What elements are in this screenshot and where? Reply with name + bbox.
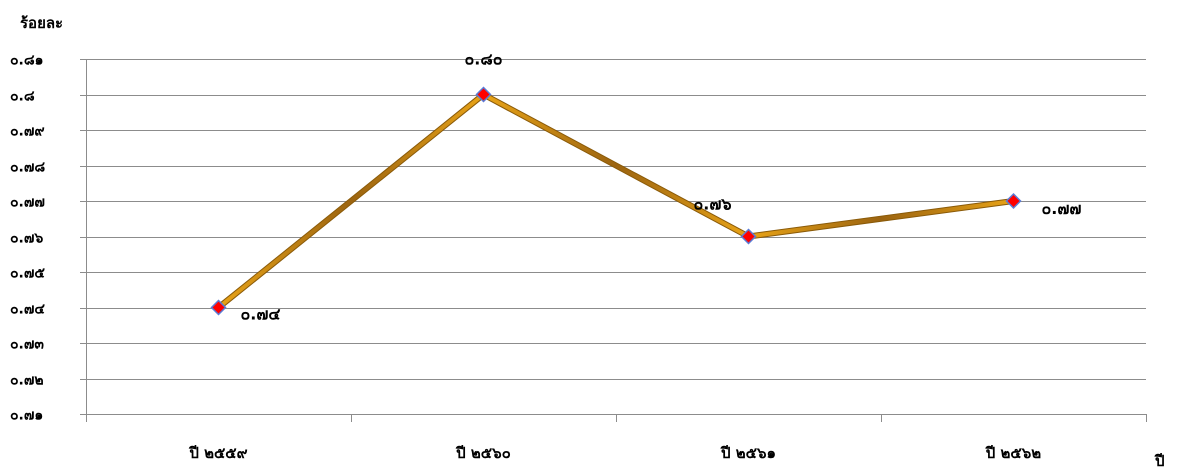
x-tick-labels: ปี ๒๕๕๙ ปี ๒๕๖๐ ปี ๒๕๖๑ ปี ๒๕๖๒ bbox=[188, 444, 1041, 462]
x-tick-label: ปี ๒๕๖๐ bbox=[455, 444, 511, 462]
series-markers bbox=[210, 86, 1022, 316]
y-tick-labels: ๐.๗๑ ๐.๗๒ ๐.๗๓ ๐.๗๔ ๐.๗๕ ๐.๗๖ ๐.๗๗ ๐.๗๘ ๐.๗๙ ๐.๘ ๐… bbox=[10, 53, 45, 424]
data-point-marker bbox=[210, 299, 227, 316]
y-tick-label: ๐.๗๖ bbox=[10, 231, 43, 247]
data-label: ๐.๘๐ bbox=[465, 50, 503, 69]
data-label: ๐.๗๖ bbox=[693, 195, 731, 214]
axes bbox=[86, 59, 1147, 422]
y-tick-label: ๐.๗๒ bbox=[10, 373, 44, 389]
data-point-marker bbox=[475, 86, 492, 103]
y-tick-label: ๐.๗๑ bbox=[10, 408, 43, 424]
y-tick-label: ๐.๗๓ bbox=[10, 337, 44, 353]
y-tick-label: ๐.๗๘ bbox=[10, 160, 45, 176]
data-label: ๐.๗๔ bbox=[241, 305, 281, 324]
y-axis-title: ร้อยละ bbox=[20, 14, 63, 32]
series-line-segment bbox=[481, 92, 751, 239]
data-labels: ๐.๗๔ ๐.๘๐๐.๗๖ ๐.๗๗ bbox=[241, 50, 1082, 324]
y-tick-label: ๐.๗๙ bbox=[10, 124, 45, 140]
x-tick-label: ปี ๒๕๕๙ bbox=[188, 444, 247, 462]
data-point-marker bbox=[1005, 192, 1022, 210]
y-tick-label: ๐.๘ bbox=[10, 89, 35, 105]
data-point-marker bbox=[740, 228, 757, 245]
series-line-segment bbox=[216, 92, 486, 310]
y-tick-label: ๐.๘๑ bbox=[10, 53, 44, 69]
series-line-layer bbox=[216, 91, 1016, 310]
gridlines bbox=[80, 59, 1146, 415]
x-tick-label: ปี ๒๕๖๑ bbox=[720, 444, 776, 462]
series-line-segment bbox=[746, 199, 1016, 239]
y-tick-label: ๐.๗๕ bbox=[10, 266, 45, 282]
data-label: ๐.๗๗ bbox=[1042, 199, 1082, 218]
y-tick-label: ๐.๗๔ bbox=[10, 302, 45, 318]
x-tick-label: ปี ๒๕๖๒ bbox=[985, 444, 1041, 462]
x-axis-title: ปี bbox=[1154, 452, 1164, 470]
y-tick-label: ๐.๗๗ bbox=[10, 195, 45, 211]
